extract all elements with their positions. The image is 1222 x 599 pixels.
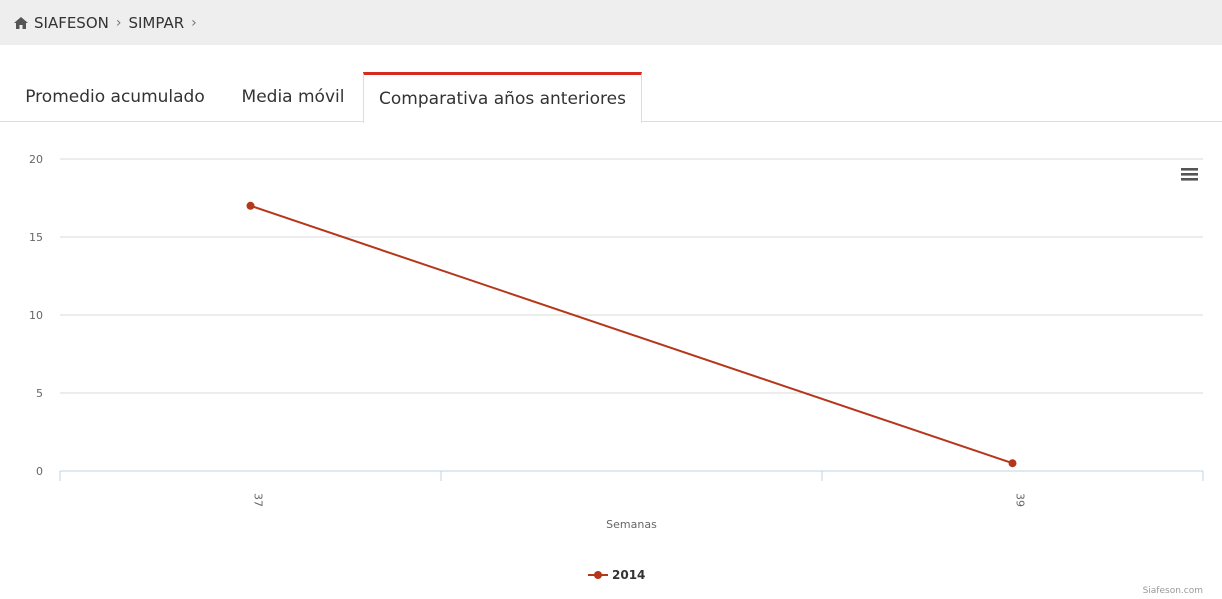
tab-media-movil[interactable]: Media móvil	[226, 72, 360, 122]
tab-comparativa-anos-anteriores[interactable]: Comparativa años anteriores	[363, 72, 642, 123]
tab-label: Comparativa años anteriores	[379, 89, 626, 109]
y-tick-label: 5	[36, 387, 43, 400]
breadcrumb-item-simpar[interactable]: SIMPAR	[128, 13, 185, 32]
y-tick-label: 20	[29, 153, 43, 166]
tab-promedio-acumulado[interactable]: Promedio acumulado	[8, 72, 222, 122]
chart-container: 0 5 10 15 20 37 39 Semanas 2014 Siafeson.com	[0, 122, 1222, 599]
breadcrumb-separator: ›	[191, 14, 197, 31]
series-line	[250, 204, 1013, 465]
breadcrumb-separator: ›	[115, 14, 122, 31]
y-tick-label: 0	[36, 465, 43, 478]
x-axis: 37 39 Semanas	[59, 471, 1204, 531]
y-tick-label: 15	[29, 231, 43, 244]
data-point	[1008, 459, 1017, 468]
series-group	[246, 201, 1017, 468]
y-axis: 0 5 10 15 20	[29, 153, 43, 478]
x-tick-label: 39	[1014, 493, 1027, 507]
legend: 2014	[588, 568, 645, 582]
x-axis-title: Semanas	[606, 518, 657, 531]
tab-label: Promedio acumulado	[25, 87, 205, 107]
legend-label: 2014	[612, 568, 645, 582]
tab-label: Media móvil	[241, 87, 345, 107]
home-icon[interactable]	[14, 16, 28, 29]
breadcrumb: SIAFESON › SIMPAR ›	[0, 0, 1222, 45]
legend-marker	[594, 571, 602, 579]
hamburger-menu-icon[interactable]	[1181, 168, 1198, 181]
line-chart: 0 5 10 15 20 37 39 Semanas 2014 Siafeson.com	[29, 153, 1204, 596]
grid-lines	[60, 158, 1203, 472]
breadcrumb-item-siafeson[interactable]: SIAFESON	[34, 13, 109, 32]
data-point	[246, 201, 255, 210]
y-tick-label: 10	[29, 309, 43, 322]
chart-credit[interactable]: Siafeson.com	[1143, 586, 1203, 596]
tab-bar: Promedio acumulado Media móvil Comparati…	[0, 72, 1222, 123]
x-tick-label: 37	[252, 493, 265, 507]
